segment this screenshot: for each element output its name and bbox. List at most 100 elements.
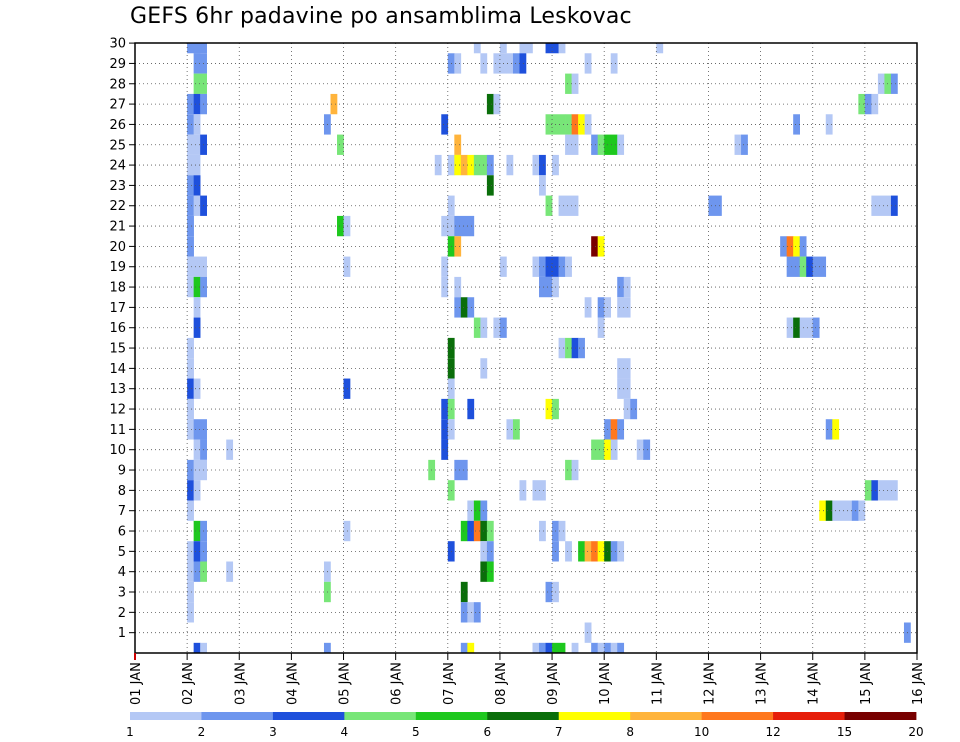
colorbar-label: 3 [269,725,277,739]
heatmap-cell [187,500,194,521]
heatmap-cell [187,175,194,196]
heatmap-cell [597,642,605,653]
heatmap-cell [584,114,592,135]
heatmap-cell [786,317,794,338]
heatmap-cell [441,398,449,420]
heatmap-cell [558,520,566,542]
heatmap-cell [493,317,501,338]
heatmap-cell [343,378,351,399]
heatmap-cell [193,541,201,562]
heatmap-cell [793,236,800,257]
heatmap-cell [571,642,579,653]
heatmap-cell [200,642,207,653]
heatmap-cell [454,236,462,257]
x-tick-label: 15 JAN [859,662,874,705]
x-tick-label: 09 JAN [546,662,561,705]
x-tick-label: 10 JAN [598,662,613,705]
y-tick-label: 17 [109,301,126,316]
heatmap-cell [473,43,481,54]
heatmap-cell [473,520,481,542]
heatmap-cell [467,520,475,542]
heatmap-cell [591,439,605,460]
heatmap-cell [656,43,664,54]
heatmap-cell [193,480,201,501]
heatmap-cell [343,256,351,277]
heatmap-cell [343,520,351,542]
heatmap-cell [323,642,331,653]
heatmap-cell [825,114,833,135]
heatmap-cell [877,73,885,94]
heatmap-cell [187,134,201,155]
y-tick-label: 22 [109,199,126,214]
heatmap-cell [578,541,585,562]
heatmap-cell [187,480,194,501]
heatmap-cell [610,419,618,440]
heatmap-cell [473,154,488,176]
heatmap-cell [193,459,207,481]
heatmap-cell [441,439,449,460]
heatmap-cell [460,581,468,603]
heatmap-cell [858,93,866,115]
heatmap-cell [643,439,651,460]
y-tick-label: 29 [109,57,126,72]
heatmap-cell [454,134,462,155]
y-tick-label: 4 [118,565,126,580]
y-tick-label: 26 [109,118,126,133]
heatmap-cell [617,419,625,440]
heatmap-cell [539,175,546,196]
y-tick-label: 5 [118,545,126,560]
heatmap-cell [187,398,194,420]
heatmap-cell [506,53,514,74]
x-tick-label: 12 JAN [702,662,717,705]
y-tick-label: 19 [109,260,126,275]
heatmap-cell [187,541,194,562]
x-tick-label: 11 JAN [650,662,665,705]
x-tick-label: 01 JAN [129,662,144,705]
heatmap-cell [799,317,814,338]
heatmap-cell [193,439,201,460]
heatmap-cell [610,642,618,653]
heatmap-cell [330,93,338,115]
heatmap-cell [604,642,612,653]
colorbar-segment [630,712,703,720]
heatmap-cell [617,276,625,298]
heatmap-cell [578,337,585,359]
y-axis: 1234567891011121314151617181920212223242… [109,37,135,641]
heatmap-cell [819,500,827,521]
heatmap-cell [506,419,514,440]
heatmap-cell [610,53,618,74]
y-tick-label: 27 [109,98,126,113]
heatmap-cell [545,642,553,653]
heatmap-cell [467,500,475,521]
heatmap-cell [441,276,449,298]
heatmap-cell [454,459,468,481]
colorbar-label: 1 [126,725,134,739]
heatmap-cell [617,642,625,653]
heatmap-cell [565,337,572,359]
y-tick-label: 20 [109,240,126,255]
heatmap-cell [890,195,898,216]
heatmap-cell [187,337,194,359]
heatmap-cell [454,297,462,318]
x-tick-label: 06 JAN [390,662,405,705]
colorbar-segment [201,712,274,720]
y-tick-label: 11 [109,423,126,438]
heatmap-cell [454,276,462,298]
x-tick-label: 04 JAN [285,662,300,705]
heatmap-cell [460,602,468,623]
heatmap-cell [193,276,201,298]
heatmap-cell [486,520,494,542]
heatmap-cell [545,43,559,54]
heatmap-cell [858,500,866,521]
heatmap-cell [467,154,475,176]
colorbar-segment [773,712,845,720]
heatmap-cell [825,500,833,521]
x-tick-label: 14 JAN [807,662,822,705]
heatmap-cell [226,561,234,582]
colorbar-label: 8 [626,725,634,739]
y-tick-label: 15 [109,342,126,357]
heatmap-cell [467,398,475,420]
heatmap-cell [187,602,194,623]
heatmap-cell [519,43,533,54]
